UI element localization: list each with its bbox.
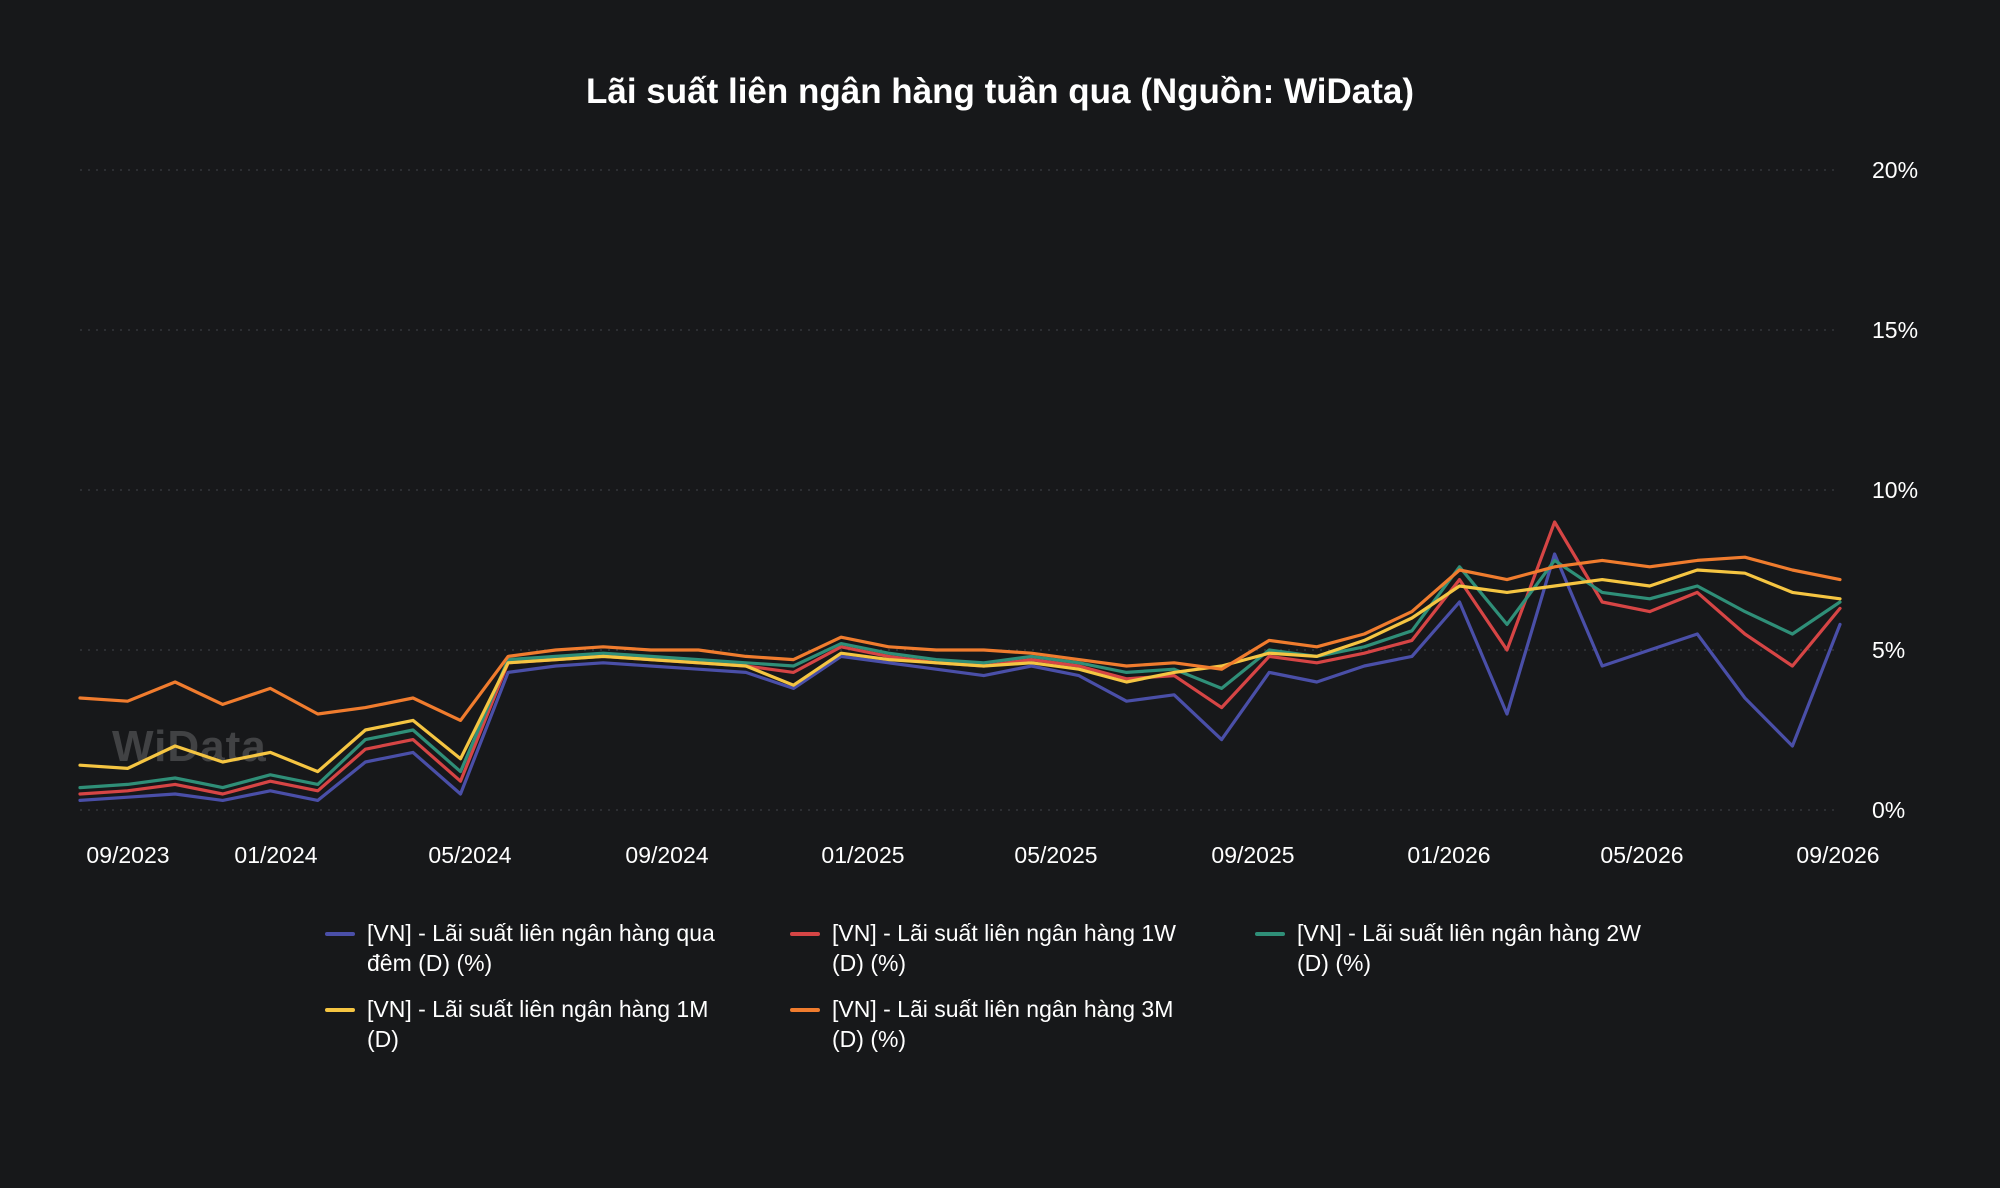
x-tick-label: 05/2025 [1014, 842, 1097, 868]
legend-label: [VN] - Lãi suất liên ngân hàng qua đêm (… [367, 920, 715, 976]
legend-swatch [325, 932, 355, 936]
series-line-1 [78, 552, 1842, 802]
x-tick-label: 09/2025 [1211, 842, 1294, 868]
x-tick-label: 01/2025 [821, 842, 904, 868]
y-tick-label: 0% [1872, 797, 1905, 823]
legend-swatch [790, 1008, 820, 1012]
y-tick-label: 20% [1872, 157, 1918, 183]
legend-swatch [325, 1008, 355, 1012]
legend-swatch [1255, 932, 1285, 936]
series-line-3 [78, 558, 1842, 790]
y-tick-label: 10% [1872, 477, 1918, 503]
legend-label: [VN] - Lãi suất liên ngân hàng 1M (D) [367, 996, 709, 1052]
x-tick-label: 09/2023 [86, 842, 169, 868]
legend-swatch [790, 932, 820, 936]
legend-label: [VN] - Lãi suất liên ngân hàng 2W (D) (%… [1297, 920, 1641, 976]
legend-label: [VN] - Lãi suất liên ngân hàng 1W (D) (%… [832, 920, 1176, 976]
y-tick-label: 5% [1872, 637, 1905, 663]
legend-label: [VN] - Lãi suất liên ngân hàng 3M (D) (%… [832, 996, 1174, 1052]
line-chart-plot: 0% 5% 10% 15% 20% 09/2023 01/2024 05/2024 09/202… [78, 157, 1918, 868]
x-tick-label: 01/2024 [234, 842, 317, 868]
x-tick-label: 05/2026 [1600, 842, 1683, 868]
x-tick-label: 09/2024 [625, 842, 708, 868]
legend-item-4[interactable]: [VN] - Lãi suất liên ngân hàng 1M (D) [325, 994, 745, 1054]
chart-title: Lãi suất liên ngân hàng tuần qua (Nguồn:… [585, 72, 1414, 111]
series-line-5 [78, 555, 1842, 722]
legend-item-1[interactable]: [VN] - Lãi suất liên ngân hàng qua đêm (… [325, 918, 745, 978]
legend-item-2[interactable]: [VN] - Lãi suất liên ngân hàng 1W (D) (%… [790, 918, 1210, 978]
legend-item-5[interactable]: [VN] - Lãi suất liên ngân hàng 3M (D) (%… [790, 994, 1210, 1054]
y-tick-label: 15% [1872, 317, 1918, 343]
x-tick-label: 01/2026 [1407, 842, 1490, 868]
series-line-4 [78, 568, 1842, 774]
legend-item-3[interactable]: [VN] - Lãi suất liên ngân hàng 2W (D) (%… [1255, 918, 1675, 978]
x-tick-label: 09/2026 [1796, 842, 1879, 868]
x-tick-label: 05/2024 [428, 842, 511, 868]
